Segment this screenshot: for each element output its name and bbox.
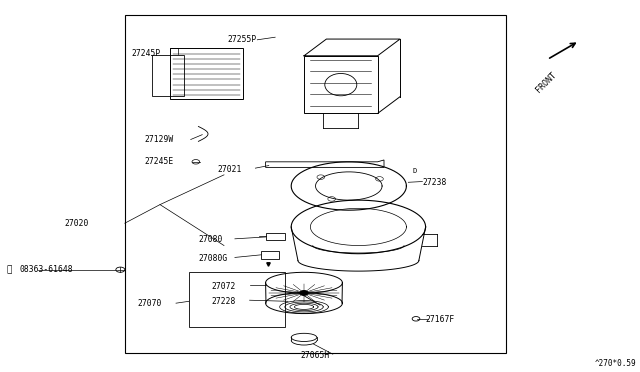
Text: 27129W: 27129W (144, 135, 173, 144)
Text: 27070: 27070 (138, 299, 162, 308)
Text: Ⓝ: Ⓝ (6, 265, 12, 274)
Bar (152, 55, 184, 96)
Text: D: D (413, 168, 417, 174)
Text: 27245E: 27245E (144, 157, 173, 166)
Text: 27065H: 27065H (301, 351, 330, 360)
Circle shape (300, 291, 308, 295)
Text: 08363-61648: 08363-61648 (19, 265, 73, 274)
Text: 27072: 27072 (211, 282, 236, 291)
Bar (170, 48, 243, 99)
Bar (125, 15, 506, 353)
Text: 27238: 27238 (422, 178, 447, 187)
Text: 27255P: 27255P (227, 35, 257, 44)
Bar (189, 272, 285, 327)
Text: 27021: 27021 (218, 165, 242, 174)
Text: FRONT: FRONT (534, 71, 559, 95)
Text: 27245P: 27245P (131, 49, 161, 58)
Text: 27080G: 27080G (198, 254, 228, 263)
Text: 27228: 27228 (211, 297, 236, 306)
Text: 27080: 27080 (198, 235, 223, 244)
Text: ^270*0.59: ^270*0.59 (595, 359, 637, 368)
Text: 27167F: 27167F (426, 315, 455, 324)
Text: 27020: 27020 (64, 219, 88, 228)
Bar (304, 56, 378, 113)
